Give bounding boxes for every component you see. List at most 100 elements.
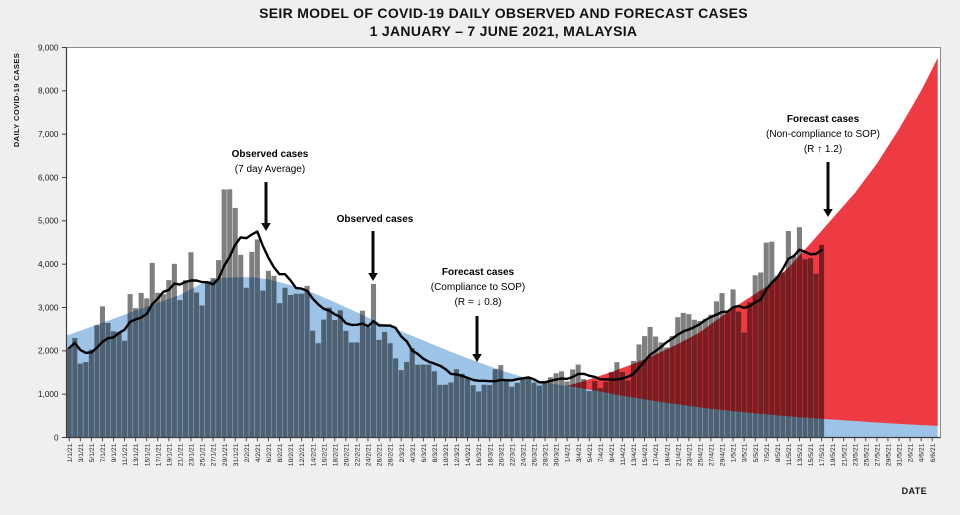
svg-text:14/3/21: 14/3/21 [465,443,472,466]
svg-text:23/5/21: 23/5/21 [852,443,859,466]
svg-text:8/2/21: 8/2/21 [277,443,284,462]
svg-text:11/1/21: 11/1/21 [122,443,129,465]
svg-text:31/1/21: 31/1/21 [233,443,240,466]
svg-text:9/5/21: 9/5/21 [775,443,782,462]
svg-text:16/3/21: 16/3/21 [476,443,483,466]
svg-text:9/1/21: 9/1/21 [111,443,118,462]
svg-text:21/4/21: 21/4/21 [675,443,682,466]
annotation-forecast-compliance-line: (R = ↓ 0.8) [454,297,502,308]
svg-text:20/2/21: 20/2/21 [343,443,350,466]
forecast-compliance-area [66,277,938,438]
svg-text:17/1/21: 17/1/21 [155,443,162,466]
svg-text:5/5/21: 5/5/21 [753,443,760,462]
y-axis-title: DAILY COVID-19 CASES [12,52,21,148]
svg-text:27/1/21: 27/1/21 [211,443,218,466]
annotation-observed-avg-line: Observed cases [231,149,309,160]
annotation-observed-bars-line: Observed cases [336,214,414,225]
svg-text:16/2/21: 16/2/21 [321,443,328,466]
svg-text:29/1/21: 29/1/21 [222,443,229,466]
svg-text:31/5/21: 31/5/21 [897,443,904,466]
svg-text:19/4/21: 19/4/21 [664,443,671,466]
chart-subtitle: 1 JANUARY – 7 JUNE 2021, MALAYSIA [369,23,638,39]
svg-text:2/3/21: 2/3/21 [399,443,406,462]
svg-text:7/5/21: 7/5/21 [764,443,771,462]
svg-text:13/1/21: 13/1/21 [133,443,140,466]
annotation-arrow-forecast-noncompliance [823,162,833,217]
svg-text:28/2/21: 28/2/21 [388,443,395,466]
annotation-forecast-compliance: Forecast cases (Compliance to SOP) (R = ↓ … [431,265,525,310]
svg-text:6/2/21: 6/2/21 [266,443,273,462]
svg-text:26/2/21: 26/2/21 [377,443,384,466]
svg-text:1/1/21: 1/1/21 [67,443,74,462]
annotation-forecast-compliance-line: (Compliance to SOP) [430,282,526,293]
svg-text:21/1/21: 21/1/21 [177,443,184,466]
svg-text:12/2/21: 12/2/21 [299,443,306,466]
svg-text:1,000: 1,000 [38,390,59,399]
svg-text:3/5/21: 3/5/21 [742,443,749,462]
svg-text:19/5/21: 19/5/21 [830,443,837,466]
svg-text:25/4/21: 25/4/21 [697,443,704,466]
svg-text:18/3/21: 18/3/21 [487,443,494,466]
svg-text:19/1/21: 19/1/21 [166,443,173,466]
svg-text:0: 0 [54,433,59,442]
svg-text:24/2/21: 24/2/21 [366,443,373,466]
avg-line [68,230,823,384]
svg-text:1/5/21: 1/5/21 [731,443,738,462]
svg-text:3/1/21: 3/1/21 [78,443,85,462]
annotation-observed-bars: Observed cases [337,212,414,227]
svg-text:6/3/21: 6/3/21 [421,443,428,462]
svg-text:29/5/21: 29/5/21 [886,443,893,466]
annotation-forecast-noncompliance-line: (Non-compliance to SOP) [766,129,880,140]
svg-text:25/1/21: 25/1/21 [200,443,207,466]
annotation-forecast-noncompliance-line: (R ↑ 1.2) [803,144,843,155]
svg-text:5/1/21: 5/1/21 [89,443,96,462]
svg-text:12/3/21: 12/3/21 [454,443,461,466]
forecast-noncompliance-area [567,57,938,426]
svg-text:4/3/21: 4/3/21 [410,443,417,462]
svg-text:23/1/21: 23/1/21 [189,443,196,466]
annotation-observed-avg-line: (7 day Average) [234,164,306,175]
svg-text:22/2/21: 22/2/21 [355,443,362,466]
chart-title-block: SEIR MODEL OF COVID-19 DAILY OBSERVED AN… [66,4,941,40]
svg-text:26/3/21: 26/3/21 [532,443,539,466]
svg-text:2,000: 2,000 [38,347,59,356]
annotation-forecast-noncompliance: Forecast cases (Non-compliance to SOP) (R … [766,112,880,157]
svg-text:18/2/21: 18/2/21 [332,443,339,466]
svg-text:3,000: 3,000 [38,303,59,312]
svg-text:15/5/21: 15/5/21 [808,443,815,466]
svg-text:20/3/21: 20/3/21 [498,443,505,466]
svg-text:27/5/21: 27/5/21 [874,443,881,466]
svg-text:7,000: 7,000 [38,130,59,139]
svg-text:2/6/21: 2/6/21 [908,443,915,462]
svg-text:2/2/21: 2/2/21 [244,443,251,462]
svg-text:13/5/21: 13/5/21 [797,443,804,466]
svg-text:10/3/21: 10/3/21 [443,443,450,466]
svg-text:4,000: 4,000 [38,260,59,269]
svg-text:6,000: 6,000 [38,173,59,182]
svg-text:9/4/21: 9/4/21 [609,443,616,462]
svg-text:30/3/21: 30/3/21 [554,443,561,466]
svg-text:1/4/21: 1/4/21 [565,443,572,462]
annotation-forecast-compliance-line: Forecast cases [441,267,515,278]
x-axis-title: DATE [901,486,927,496]
svg-text:5/4/21: 5/4/21 [587,443,594,462]
svg-text:21/5/21: 21/5/21 [841,443,848,466]
annotation-forecast-noncompliance-line: Forecast cases [786,114,860,125]
svg-text:10/2/21: 10/2/21 [288,443,295,466]
svg-text:8,000: 8,000 [38,87,59,96]
svg-text:17/5/21: 17/5/21 [819,443,826,466]
y-axis-ticks: 0 1,000 2,000 3,000 4,000 5,000 6,000 7,000 8,00… [38,43,67,442]
annotation-observed-avg: Observed cases (7 day Average) [232,147,309,177]
svg-text:23/4/21: 23/4/21 [686,443,693,466]
x-axis-ticks: 1/1/21 3/1/21 5/1/21 7/1/21 9/1/21 11/1/21 13/… [67,437,937,466]
annotation-arrow-forecast-compliance [472,316,482,362]
svg-text:24/3/21: 24/3/21 [520,443,527,466]
svg-text:28/3/21: 28/3/21 [543,443,550,466]
svg-text:22/3/21: 22/3/21 [509,443,516,466]
svg-text:3/4/21: 3/4/21 [576,443,583,462]
svg-text:4/2/21: 4/2/21 [255,443,262,462]
svg-text:4/6/21: 4/6/21 [919,443,926,462]
svg-text:27/4/21: 27/4/21 [709,443,716,466]
svg-text:13/4/21: 13/4/21 [631,443,638,466]
